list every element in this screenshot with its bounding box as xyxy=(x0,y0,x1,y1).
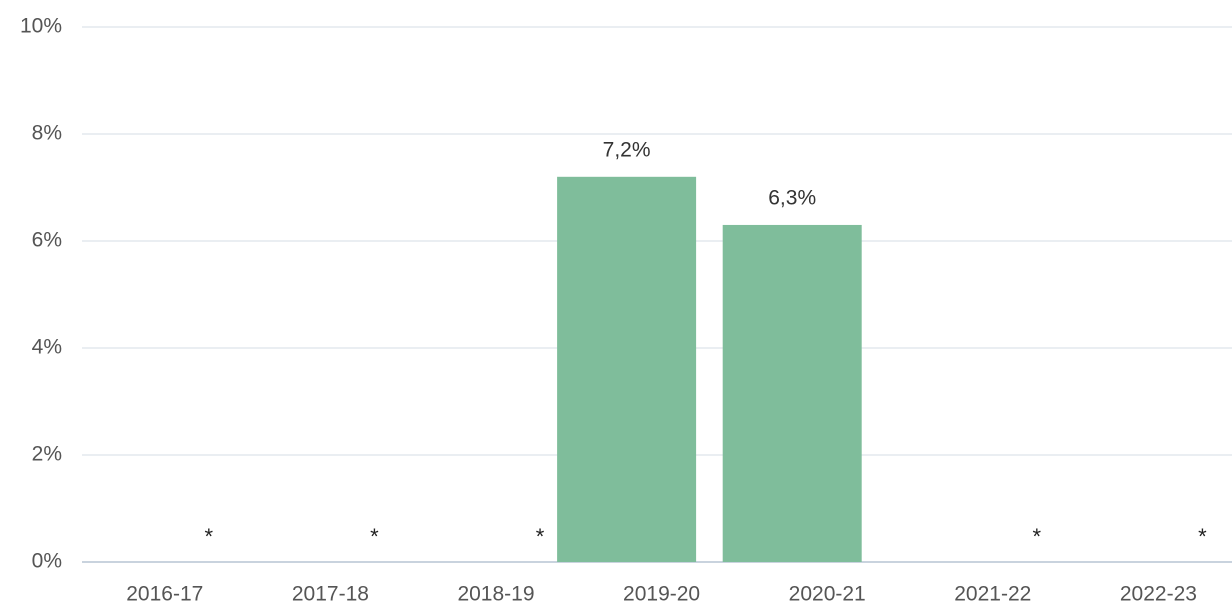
y-tick-label: 10% xyxy=(20,15,62,38)
x-tick-label: 2020-21 xyxy=(789,583,866,606)
y-tick-label: 2% xyxy=(32,443,62,466)
y-tick-label: 8% xyxy=(32,122,62,145)
y-tick-label: 4% xyxy=(32,336,62,359)
x-tick-label: 2018-19 xyxy=(457,583,534,606)
x-tick-label: 2016-17 xyxy=(126,583,203,606)
y-tick-label: 6% xyxy=(32,229,62,252)
missing-label: * xyxy=(536,524,545,549)
missing-label: * xyxy=(205,524,214,549)
x-tick-label: 2017-18 xyxy=(292,583,369,606)
x-tick-label: 2021-22 xyxy=(954,583,1031,606)
missing-label: * xyxy=(370,524,379,549)
x-tick-label: 2022-23 xyxy=(1120,583,1197,606)
missing-label: * xyxy=(1033,524,1042,549)
bar xyxy=(557,176,697,563)
bar xyxy=(722,224,862,562)
x-tick-label: 2019-20 xyxy=(623,583,700,606)
value-label: 6,3% xyxy=(768,186,816,209)
missing-label: * xyxy=(1198,524,1207,549)
y-tick-label: 0% xyxy=(32,550,62,573)
value-label: 7,2% xyxy=(603,138,651,161)
